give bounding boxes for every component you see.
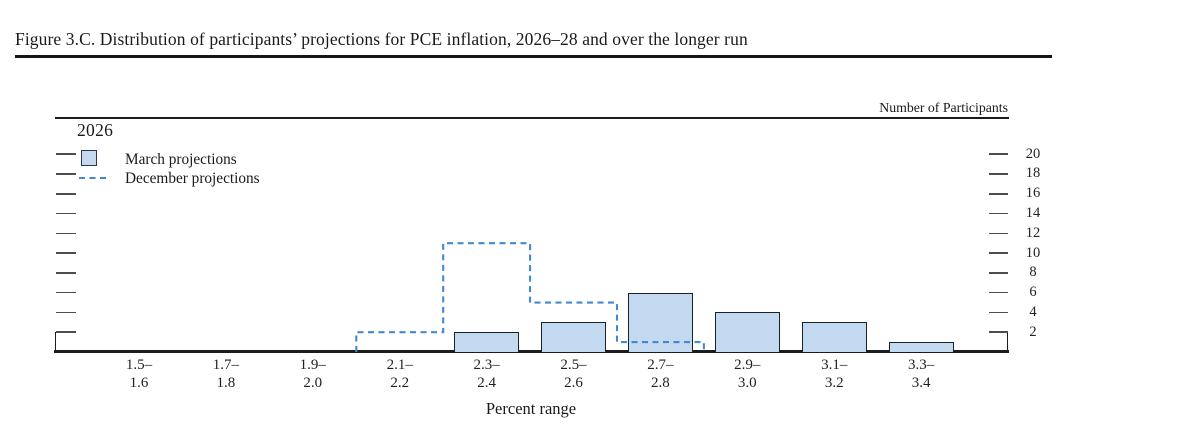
x-tick-label-2.9–3.0: 2.9– 3.0 — [703, 357, 791, 392]
y-tick-label: 2 — [1029, 323, 1037, 340]
y-tick-right-6 — [988, 291, 1008, 294]
x-tick-label-line2: 2.4 — [477, 374, 496, 391]
panel-year-label: 2026 — [77, 120, 114, 140]
y-tick-label: 16 — [1025, 185, 1041, 202]
y-tick-left-8 — [56, 272, 76, 274]
y-tick-label: 4 — [1029, 303, 1037, 320]
y-tick-left-16 — [56, 192, 76, 195]
x-tick-label-3.3–3.4: 3.3– 3.4 — [877, 357, 965, 392]
y-tick-right-18 — [988, 173, 1008, 175]
y-tick-label: 14 — [1025, 205, 1041, 222]
y-tick-right-8 — [988, 272, 1008, 274]
left-axis-corner — [54, 332, 57, 351]
y-tick-label: 18 — [1025, 165, 1041, 182]
x-tick-label-2.5–2.6: 2.5– 2.6 — [530, 357, 618, 392]
bar-2.9–3.0 — [714, 312, 780, 352]
x-tick-label-line2: 1.6 — [129, 374, 149, 391]
x-tick-label-line2: 2.2 — [390, 374, 410, 391]
x-tick-label-line1: 2.7– — [647, 357, 674, 373]
x-tick-label-line2: 3.4 — [911, 374, 931, 391]
right-axis-title: Number of Participants — [879, 100, 1008, 115]
bar-2.3–2.4 — [454, 332, 520, 352]
y-tick-right-4 — [988, 311, 1008, 314]
x-tick-label-line1: 1.9– — [299, 357, 326, 373]
y-tick-left-10 — [56, 252, 76, 254]
y-tick-right-16 — [988, 192, 1008, 195]
legend-label-december: December projections — [125, 169, 260, 187]
y-tick-left-4 — [56, 311, 76, 314]
figure-title: Figure 3.C. Distribution of participants… — [15, 29, 748, 49]
x-tick-label-1.7–1.8: 1.7– 1.8 — [182, 357, 270, 392]
y-tick-left-2 — [56, 331, 76, 333]
x-tick-label-line1: 3.1– — [821, 357, 848, 373]
y-tick-right-20 — [988, 153, 1008, 155]
x-tick-label-3.1–3.2: 3.1– 3.2 — [790, 357, 878, 392]
y-tick-label: 8 — [1029, 264, 1037, 281]
y-tick-label: 12 — [1025, 224, 1041, 241]
legend-label-march: March projections — [125, 151, 237, 168]
title-rule — [15, 55, 1052, 58]
x-tick-label-line2: 1.8 — [216, 374, 236, 391]
y-tick-right-2 — [988, 331, 1008, 333]
y-tick-left-14 — [56, 212, 76, 215]
bar-3.1–3.2 — [801, 322, 867, 352]
plot-top-border — [55, 117, 1009, 119]
x-tick-label-2.1–2.2: 2.1– 2.2 — [356, 357, 444, 392]
x-tick-label-line1: 2.3– — [473, 357, 500, 373]
x-tick-label-line2: 2.0 — [303, 374, 323, 391]
y-tick-right-12 — [988, 232, 1008, 235]
y-tick-left-6 — [56, 291, 76, 294]
bar-2.5–2.6 — [541, 322, 606, 352]
x-tick-label-line1: 1.7– — [212, 357, 240, 373]
x-tick-label-1.5–1.6: 1.5– 1.6 — [95, 357, 183, 392]
y-tick-right-14 — [988, 212, 1008, 215]
x-tick-label-line1: 1.5– — [125, 357, 153, 373]
x-tick-label-2.7–2.8: 2.7– 2.8 — [616, 357, 704, 392]
bar-2.7–2.8 — [627, 292, 693, 352]
x-tick-label-2.3–2.4: 2.3– 2.4 — [443, 357, 531, 392]
y-tick-right-10 — [988, 252, 1008, 254]
x-tick-label-1.9–2.0: 1.9– 2.0 — [269, 357, 357, 392]
right-axis-corner — [1006, 332, 1009, 351]
bar-3.3–3.4 — [888, 342, 954, 352]
december-projections-swatch — [79, 177, 106, 180]
x-tick-label-line2: 3.0 — [737, 374, 757, 391]
x-tick-label-line1: 2.9– — [734, 357, 761, 373]
y-tick-label: 20 — [1025, 145, 1041, 162]
x-tick-label-line2: 2.6 — [564, 374, 583, 391]
x-axis-title: Percent range — [485, 399, 577, 418]
x-tick-label-line2: 3.2 — [824, 374, 844, 391]
x-tick-label-line1: 3.3– — [907, 357, 935, 373]
y-tick-left-20 — [56, 153, 76, 155]
y-tick-left-18 — [56, 173, 76, 175]
march-projections-swatch — [81, 150, 97, 166]
y-tick-label: 10 — [1025, 244, 1041, 261]
y-tick-left-12 — [56, 232, 76, 235]
x-tick-label-line1: 2.1– — [386, 357, 413, 373]
x-tick-label-line2: 2.8 — [651, 374, 670, 391]
y-tick-label: 6 — [1029, 284, 1037, 301]
x-tick-label-line1: 2.5– — [560, 357, 587, 373]
